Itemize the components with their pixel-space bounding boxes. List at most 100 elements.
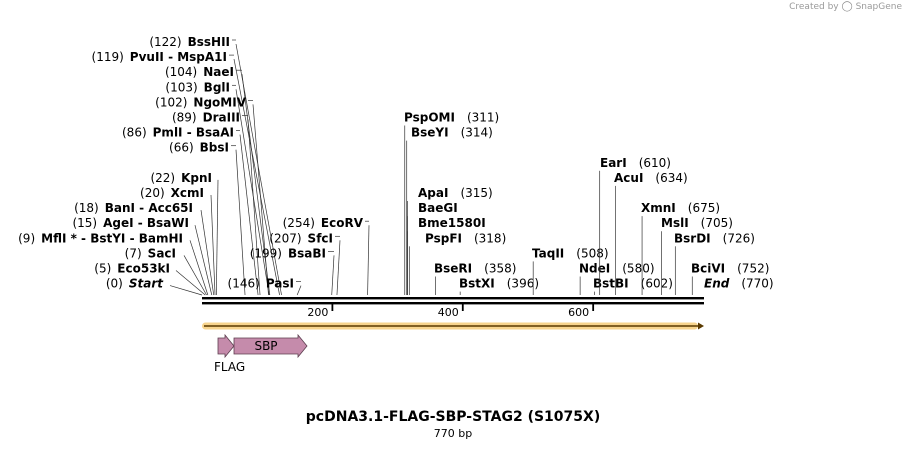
site-leader — [296, 285, 302, 296]
site-position: (102) — [155, 95, 187, 109]
site-leader — [367, 225, 370, 296]
site-position: (18) — [74, 201, 99, 215]
scale-tick-label: 200 — [307, 306, 328, 319]
site-bsrdi[interactable]: BsrDI (726) — [674, 231, 755, 295]
site-position: (770) — [741, 277, 773, 291]
site-bani[interactable]: (18) BanI - Acc65I — [74, 201, 215, 296]
site-name: PasI — [266, 277, 294, 291]
site-position: (0) — [106, 277, 123, 291]
site-name: PmlI - BsaAI — [153, 126, 234, 140]
site-position: (752) — [737, 262, 769, 276]
site-leader — [194, 225, 213, 296]
site-eco53ki[interactable]: (5) Eco53kI — [94, 262, 206, 296]
site-start[interactable]: (0) Start — [106, 277, 203, 296]
site-position: (254) — [283, 216, 315, 230]
site-leader — [200, 210, 215, 296]
site-bsabi[interactable]: (199) BsaBI — [250, 246, 335, 296]
site-pvuii[interactable]: (119) PvuII - MspA1I — [92, 50, 280, 296]
orf-track — [202, 322, 704, 330]
site-bbsi[interactable]: (66) BbsI — [169, 141, 246, 296]
site-name: AcuI — [614, 171, 643, 185]
site-position: (5) — [94, 262, 111, 276]
site-leader — [233, 59, 280, 296]
site-name: PspOMI — [404, 111, 455, 125]
site-bcivi[interactable]: BciVI (752) — [691, 262, 769, 296]
site-name: BciVI — [691, 262, 725, 276]
site-name: XcmI — [171, 186, 204, 200]
site-position: (508) — [576, 246, 608, 260]
feature-arrow-icon — [217, 333, 235, 359]
site-position: (726) — [723, 231, 755, 245]
site-position: (602) — [641, 277, 673, 291]
site-msli[interactable]: MslI (705) — [661, 216, 733, 295]
site-ecorv[interactable]: (254) EcoRV — [283, 216, 370, 296]
site-position: (396) — [507, 277, 539, 291]
map-title: pcDNA3.1-FLAG-SBP-STAG2 (S1075X) — [305, 409, 601, 425]
site-position: (104) — [165, 65, 197, 79]
site-position: (318) — [474, 231, 506, 245]
site-eari[interactable]: EarI (610) — [599, 156, 671, 295]
site-name: End — [704, 277, 730, 291]
snapgene-logo-icon: ◯ — [841, 1, 853, 12]
site-position: (311) — [467, 111, 499, 125]
site-pmli[interactable]: (86) PmlI - BsaAI — [122, 126, 259, 296]
site-name: BsaBI — [288, 246, 326, 260]
site-name: MslI — [661, 216, 689, 230]
site-draiii[interactable]: (89) DraIII — [172, 111, 261, 296]
site-leader — [210, 194, 216, 296]
feature-track: FLAG SBP — [214, 333, 308, 374]
site-agei[interactable]: (15) AgeI - BsaWI — [72, 216, 213, 296]
orf-arrow-icon — [698, 322, 704, 330]
site-mfli[interactable]: (9) MflI * - BstYI - BamHI — [18, 231, 209, 296]
site-position: (66) — [169, 141, 194, 155]
site-position: (89) — [172, 111, 197, 125]
site-bstxi[interactable]: BstXI (396) — [459, 277, 539, 295]
site-name: NaeI — [203, 65, 234, 79]
site-xmni[interactable]: XmnI (675) — [641, 201, 720, 295]
site-bseyi[interactable]: BseYI (314) — [406, 126, 493, 295]
site-naei[interactable]: (104) NaeI — [165, 65, 271, 296]
site-leader — [169, 285, 203, 296]
site-xcmi[interactable]: (20) XcmI — [140, 186, 216, 296]
site-name: TaqII — [532, 246, 564, 260]
site-ndei[interactable]: NdeI (580) — [579, 262, 655, 296]
restriction-sites: (122) BssHII(119) PvuII - MspA1I(104) NaeI(… — [18, 35, 774, 296]
feature-flag[interactable]: FLAG — [214, 333, 245, 374]
site-name: EarI — [600, 156, 627, 170]
site-baegi[interactable]: BaeGI — [407, 201, 458, 295]
site-name: BaeGI — [418, 201, 458, 215]
site-end[interactable]: End (770) — [704, 277, 774, 291]
site-leader — [239, 134, 259, 296]
site-position: (634) — [655, 171, 687, 185]
site-leader — [175, 270, 206, 296]
site-taqii[interactable]: TaqII (508) — [532, 246, 609, 295]
site-sfci[interactable]: (207) SfcI — [269, 231, 341, 296]
site-bstbi[interactable]: BstBI (602) — [593, 277, 673, 295]
site-bseri[interactable]: BseRI (358) — [434, 262, 516, 296]
site-name: BseRI — [434, 262, 472, 276]
site-leader — [252, 104, 269, 296]
site-pspomi[interactable]: PspOMI (311) — [404, 111, 499, 296]
site-name: BglI — [204, 80, 230, 94]
site-ngomiv[interactable]: (102) NgoMIV — [155, 95, 269, 296]
site-name: XmnI — [641, 201, 676, 215]
site-position: (122) — [149, 35, 181, 49]
site-pspfi[interactable]: PspFI (318) — [408, 231, 506, 295]
site-kpni[interactable]: (22) KpnI — [150, 171, 219, 296]
site-name: BssHII — [188, 35, 230, 49]
feature-sbp[interactable]: SBP — [233, 333, 308, 359]
site-pasi[interactable]: (146) PasI — [228, 277, 302, 296]
site-name: Bme1580I — [418, 216, 486, 230]
site-saci[interactable]: (7) SacI — [125, 246, 207, 296]
site-bme1580i[interactable]: Bme1580I — [407, 216, 486, 295]
site-bgli[interactable]: (103) BglI — [165, 80, 270, 296]
site-name: NdeI — [579, 262, 610, 276]
site-name: BbsI — [200, 141, 229, 155]
site-name: SfcI — [308, 231, 333, 245]
created-by-text: Created by — [789, 2, 839, 12]
site-leader — [247, 119, 261, 296]
sequence-backbone: 200 400 600 — [202, 297, 704, 319]
site-name: PspFI — [425, 231, 462, 245]
site-acui[interactable]: AcuI (634) — [614, 171, 688, 295]
site-leader — [183, 255, 207, 296]
